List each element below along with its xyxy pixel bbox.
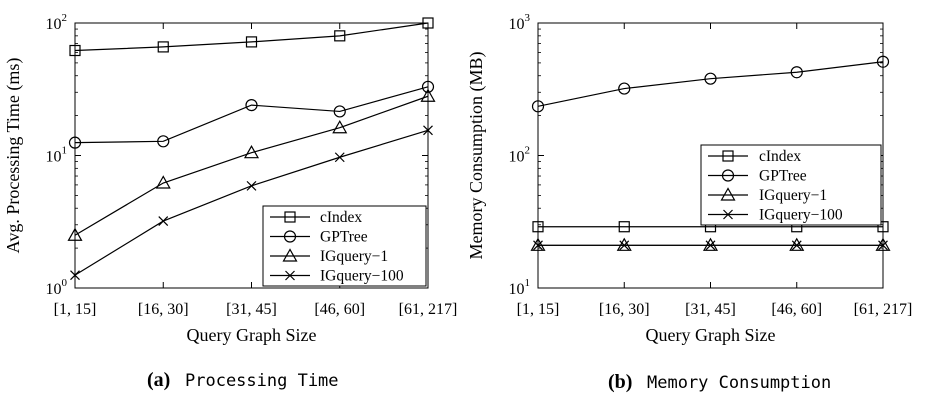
y-axis-label: Avg. Processing Time (ms) — [3, 58, 24, 254]
data-point-triangle — [702, 237, 719, 251]
data-point-circle — [531, 100, 545, 113]
data-point-x — [334, 152, 345, 163]
legend-marker-square — [722, 150, 734, 162]
series-gptree — [68, 80, 435, 149]
legend-marker-x — [285, 270, 295, 281]
chart-panel-memory-consumption: 101 102 103 [1, 15] [16, 30] [31, 45] [46, 60]… — [466, 12, 912, 345]
x-axis-label: Query Graph Size — [646, 325, 776, 345]
y-tick-label: 100 — [46, 277, 68, 298]
x-tick-label: [46, 60] — [771, 301, 822, 318]
series-line — [537, 61, 884, 107]
data-point-x — [533, 240, 543, 251]
data-point-circle — [157, 135, 170, 148]
data-point-x — [70, 270, 80, 281]
y-tick-label: 102 — [46, 12, 68, 33]
data-point-circle — [704, 72, 717, 85]
data-point-x — [423, 125, 433, 136]
data-point-triangle — [67, 227, 83, 241]
legend: cIndex GPTree IGquery−1 IGquery−100 — [262, 205, 427, 287]
y-tick-label: 101 — [509, 277, 531, 298]
y-axis-label: Memory Consumption (MB) — [466, 51, 487, 259]
legend-marker-circle — [721, 169, 735, 182]
legend-label: cIndex — [759, 148, 801, 165]
data-point-triangle — [420, 88, 436, 102]
data-point-triangle — [789, 237, 805, 251]
data-point-triangle — [155, 175, 171, 189]
y-tick-label: 101 — [46, 145, 68, 166]
data-point-triangle — [243, 144, 260, 159]
data-point-triangle — [332, 120, 348, 134]
legend-label: IGquery−1 — [320, 248, 388, 265]
caption-b-text: Memory Consumption — [647, 373, 831, 393]
data-point-triangle — [530, 237, 546, 251]
legend-marker-triangle — [720, 187, 736, 201]
x-tick-label: [46, 60] — [314, 301, 365, 318]
data-point-circle — [245, 99, 258, 112]
legend-marker-x — [723, 209, 733, 220]
legend-box — [262, 205, 427, 287]
series-line — [74, 95, 429, 236]
x-tick-label: [31, 45] — [685, 301, 736, 318]
data-point-circle — [68, 136, 82, 149]
x-tick-label: [1, 15] — [54, 301, 97, 318]
data-point-x — [619, 240, 630, 251]
x-tick-label: [31, 45] — [226, 301, 277, 318]
data-point-triangle — [616, 237, 632, 251]
legend-marker-square — [284, 211, 296, 223]
data-point-x — [791, 240, 802, 251]
data-point-x — [878, 240, 888, 251]
data-point-circle — [790, 66, 803, 79]
x-tick-label: [16, 30] — [138, 301, 189, 318]
data-point-square — [245, 36, 258, 48]
x-tick-label: [16, 30] — [599, 301, 650, 318]
y-tick-label: 103 — [509, 12, 531, 33]
data-point-square — [877, 221, 889, 233]
legend-label: GPTree — [759, 168, 807, 185]
chart-panel-processing-time: 100 101 102 [1, 15] [16, 30] [31, 45] [46, 60]… — [3, 12, 457, 345]
data-point-circle — [876, 55, 890, 68]
series-gptree — [531, 55, 890, 113]
x-tick-label: [1, 15] — [517, 301, 560, 318]
data-point-square — [532, 221, 544, 233]
legend-marker-triangle — [282, 248, 298, 262]
legend: cIndex GPTree IGquery−1 IGquery−100 — [700, 144, 882, 226]
x-axis-label: Query Graph Size — [187, 325, 317, 345]
series-cindex — [69, 17, 434, 57]
legend-label: cIndex — [320, 209, 362, 226]
x-tick-label: [61, 217] — [399, 301, 458, 318]
data-point-square — [618, 221, 630, 233]
data-point-circle — [618, 82, 631, 95]
data-point-square — [334, 30, 346, 42]
series-line — [74, 22, 429, 52]
data-point-x — [246, 180, 257, 191]
data-point-circle — [333, 105, 346, 118]
data-point-square — [157, 41, 169, 53]
data-point-triangle — [875, 237, 891, 251]
legend-label: GPTree — [320, 229, 368, 246]
data-point-circle — [421, 80, 435, 93]
data-point-square — [69, 44, 81, 57]
legend-label: IGquery−100 — [759, 207, 843, 224]
data-point-x — [705, 240, 716, 251]
legend-marker-circle — [283, 230, 297, 243]
series-line — [74, 86, 429, 144]
y-tick-label: 102 — [509, 145, 531, 166]
caption-b-letter: (b) — [608, 371, 632, 393]
caption-a-text: Processing Time — [185, 371, 339, 391]
series-igquery-1 — [67, 88, 436, 241]
x-tick-label: [61, 217] — [854, 301, 913, 318]
data-point-square — [422, 17, 434, 29]
series-igquery-100 — [533, 240, 888, 251]
legend-label: IGquery−100 — [320, 268, 404, 285]
legend-label: IGquery−1 — [759, 187, 827, 204]
caption-a-letter: (a) — [147, 369, 170, 391]
data-point-x — [158, 216, 169, 226]
series-igquery-100 — [70, 125, 433, 281]
